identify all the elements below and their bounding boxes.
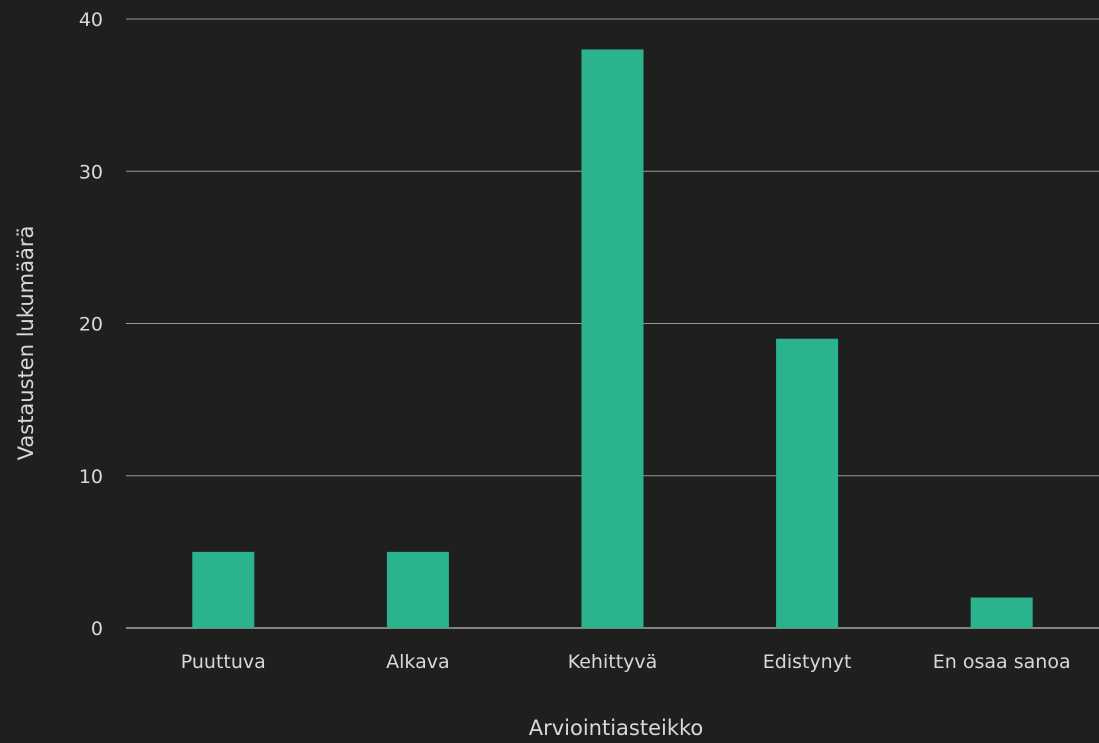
y-tick-label: 40 [79, 9, 103, 31]
bar [970, 597, 1033, 628]
bar [581, 49, 644, 628]
y-tick-label: 10 [79, 466, 103, 488]
x-tick-label: Kehittyvä [568, 651, 658, 673]
bar [386, 551, 449, 628]
bars [192, 49, 1033, 628]
y-tick-label: 20 [79, 314, 103, 336]
y-tick-labels: 0 10 20 30 40 [79, 9, 103, 640]
bar [192, 551, 255, 628]
x-tick-label: Alkava [386, 651, 449, 673]
x-axis-title: Arviointiasteikko [529, 716, 704, 740]
y-tick-label: 30 [79, 161, 103, 183]
x-tick-labels: Puuttuva Alkava Kehittyvä Edistynyt En osaa … [181, 651, 1071, 673]
y-tick-label: 0 [91, 618, 103, 640]
x-tick-label: En osaa sanoa [933, 651, 1071, 673]
x-tick-label: Puuttuva [181, 651, 266, 673]
y-axis-title: Vastausten lukumäärä [14, 226, 38, 461]
x-tick-label: Edistynyt [763, 651, 852, 673]
bar [776, 338, 839, 628]
